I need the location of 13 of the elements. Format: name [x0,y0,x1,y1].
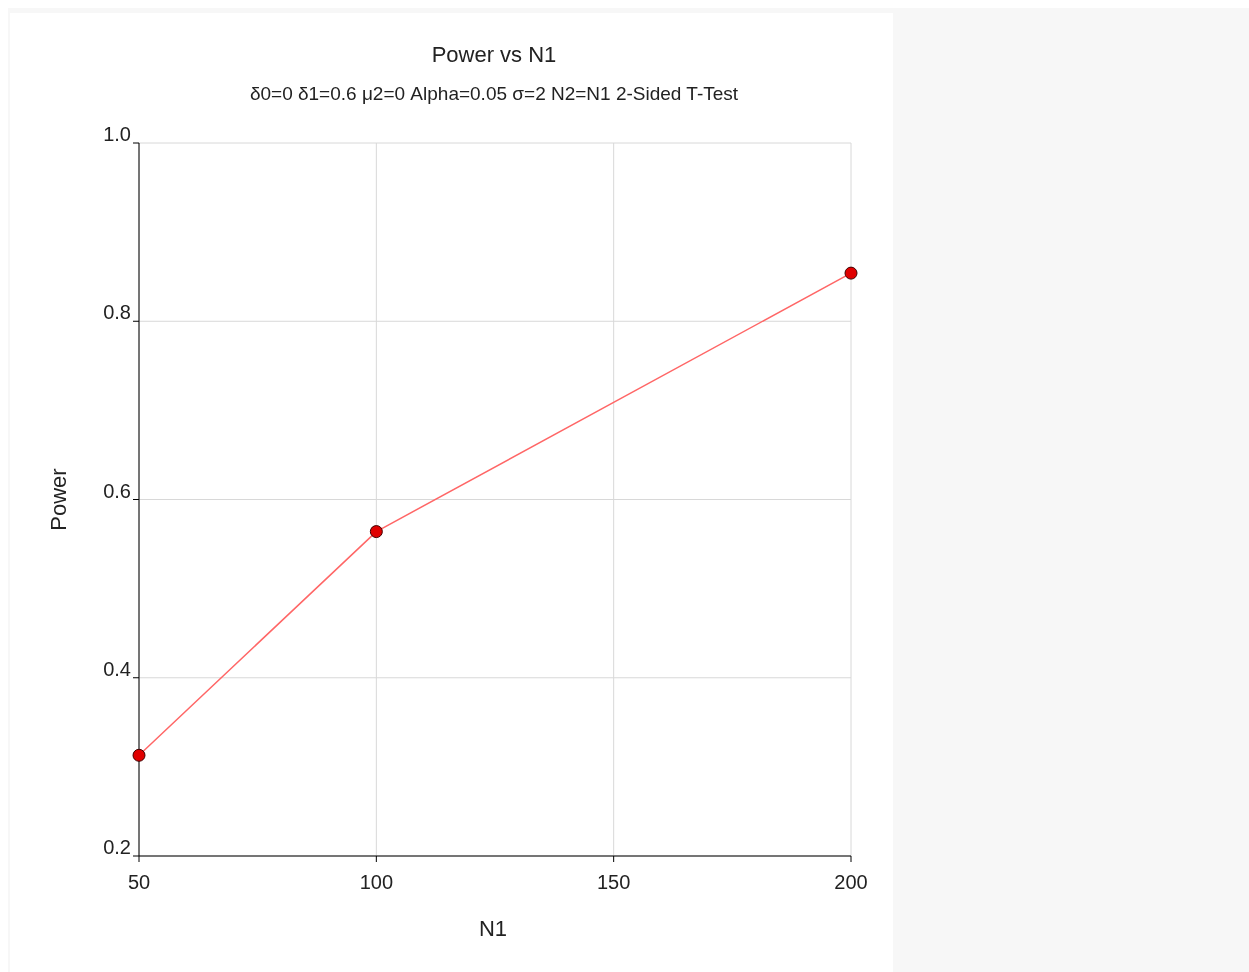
x-tick-label: 100 [359,871,394,893]
y-tick-label: 0.6 [103,479,131,502]
y-tick-label: 0.8 [103,301,131,324]
y-tick-label: 0.4 [103,657,131,680]
y-tick-label: 1.0 [103,123,131,145]
x-tick-label: 50 [127,871,151,893]
y-tick-label: 0.2 [103,836,131,858]
x-axis-title: N1 [478,916,508,941]
x-tick-label: 200 [834,871,868,893]
chart-subtitle: δ0=0 δ1=0.6 μ2=0 Alpha=0.05 σ=2 N2=N1 2-Sided T-Test [249,83,739,104]
y-axis-title: Power [46,468,71,531]
chart-title: Power vs N1 [431,42,557,67]
x-tick-label: 150 [596,871,631,893]
